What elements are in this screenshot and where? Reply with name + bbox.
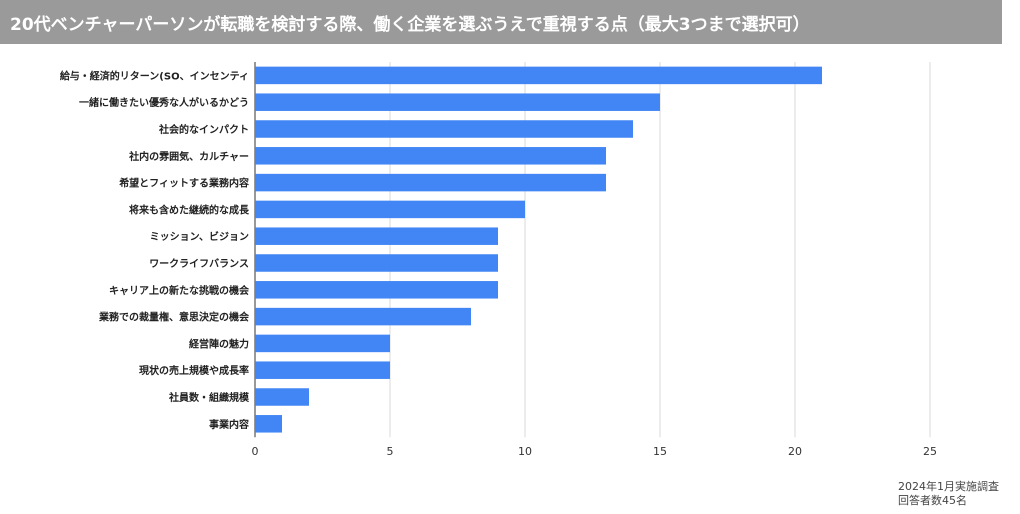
survey-date: 2024年1月実施調査 [898, 480, 999, 493]
category-label: 現状の売上規模や成長率 [139, 364, 249, 377]
category-label: キャリア上の新たな挑戦の機会 [109, 284, 249, 297]
bar [255, 66, 822, 85]
x-tick-label: 10 [518, 445, 532, 458]
category-label: 一緒に働きたい優秀な人がいるかどう [79, 96, 249, 109]
category-label: 社会的なインパクト [158, 123, 249, 136]
bar [255, 415, 282, 433]
category-label: 社内の雰囲気、カルチャー [128, 150, 249, 163]
bar [255, 334, 390, 353]
x-tick-label: 5 [387, 445, 394, 458]
category-label: 経営陣の魅力 [189, 337, 249, 350]
category-label: 給与・経済的リターン(SO、インセンティ [60, 69, 249, 82]
bar [255, 147, 606, 165]
bar [255, 173, 606, 192]
bar [255, 388, 309, 406]
x-tick-label: 25 [923, 445, 937, 458]
x-tick-label: 15 [653, 445, 667, 458]
bar [255, 200, 525, 219]
bar [255, 361, 390, 379]
category-label: 将来も含めた継続的な成長 [129, 203, 250, 216]
survey-note: 2024年1月実施調査 回答者数45名 [898, 480, 999, 508]
category-label: 社員数・組織規模 [168, 391, 250, 404]
bar [255, 307, 471, 326]
x-tick-label: 20 [788, 445, 802, 458]
bars [255, 66, 822, 433]
grid-lines [254, 62, 931, 438]
category-labels: 給与・経済的リターン(SO、インセンティ一緒に働きたい優秀な人がいるかどう社会的… [60, 69, 250, 430]
respondent-count: 回答者数45名 [898, 494, 967, 507]
bar [255, 93, 660, 111]
category-label: 希望とフィットする業務内容 [118, 177, 249, 190]
bar [255, 254, 498, 272]
category-label: ワークライフバランス [149, 258, 249, 270]
x-tick-label: 0 [252, 445, 259, 458]
chart-title: 20代ベンチャーパーソンが転職を検討する際、働く企業を選ぶうえで重視する点（最大… [0, 0, 1002, 44]
bar [255, 227, 498, 245]
category-label: ミッション、ビジョン [150, 230, 249, 243]
bar [255, 120, 633, 138]
bar [255, 281, 498, 299]
category-label: 事業内容 [209, 418, 249, 431]
x-axis-ticks: 0 5 10 15 20 25 [252, 445, 938, 458]
category-label: 業務での裁量権、意思決定の機会 [98, 311, 249, 324]
